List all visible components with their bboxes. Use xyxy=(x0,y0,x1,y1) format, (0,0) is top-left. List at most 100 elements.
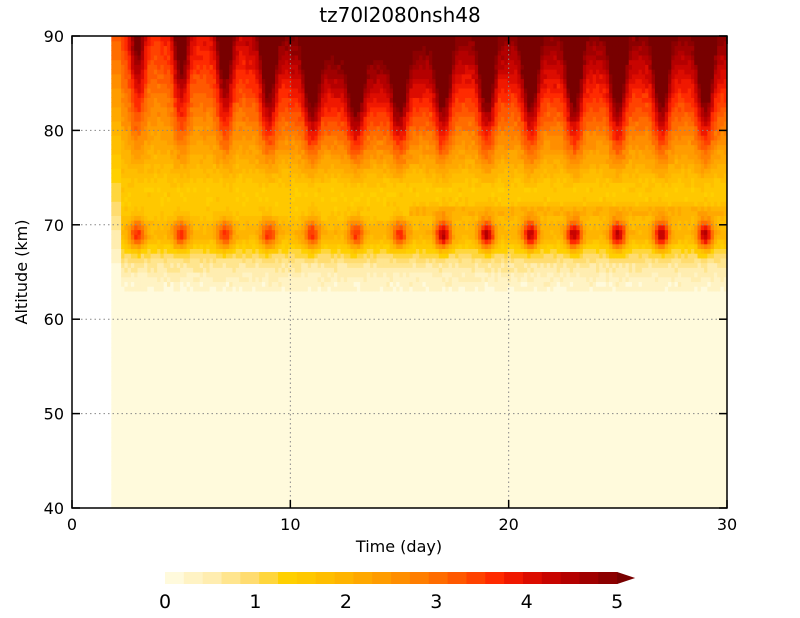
contour-cell xyxy=(183,92,188,98)
contour-cell xyxy=(209,106,214,113)
contour-cell xyxy=(242,503,247,508)
contour-cell xyxy=(147,305,152,311)
contour-cell xyxy=(242,276,247,283)
contour-cell xyxy=(245,196,250,202)
contour-cell xyxy=(189,394,194,401)
contour-cell xyxy=(121,116,126,122)
contour-cell xyxy=(225,257,230,264)
contour-cell xyxy=(163,125,168,131)
contour-cell xyxy=(189,54,194,61)
contour-cell xyxy=(219,59,224,65)
contour-cell xyxy=(235,295,240,301)
contour-cell xyxy=(163,210,168,216)
contour-cell xyxy=(232,319,237,325)
contour-cell xyxy=(163,50,168,56)
contour-cell xyxy=(121,111,126,117)
contour-cell xyxy=(196,418,201,424)
contour-cell xyxy=(219,40,224,47)
contour-cell xyxy=(160,399,165,405)
contour-cell xyxy=(114,257,119,264)
contour-cell xyxy=(127,172,132,179)
contour-cell xyxy=(134,120,139,127)
contour-cell xyxy=(124,196,129,202)
contour-cell xyxy=(121,196,126,202)
contour-cell xyxy=(239,361,243,367)
contour-cell xyxy=(170,139,175,146)
contour-cell xyxy=(232,54,237,61)
contour-cell xyxy=(124,437,129,443)
contour-cell xyxy=(229,36,234,42)
contour-cell xyxy=(229,319,234,325)
contour-cell xyxy=(111,295,116,301)
contour-cell xyxy=(209,257,214,264)
contour-cell xyxy=(196,144,201,150)
contour-cell xyxy=(203,427,207,434)
contour-cell xyxy=(199,92,204,98)
contour-cell xyxy=(144,50,148,56)
contour-cell xyxy=(137,224,142,231)
contour-cell xyxy=(124,59,129,65)
contour-cell xyxy=(157,479,162,485)
contour-cell xyxy=(163,295,168,301)
contour-cell xyxy=(150,470,155,476)
contour-cell xyxy=(193,78,198,84)
contour-cell xyxy=(248,314,253,320)
contour-cell xyxy=(206,323,211,330)
contour-cell xyxy=(252,248,257,254)
contour-cell xyxy=(248,276,253,283)
contour-cell xyxy=(189,281,194,287)
contour-cell xyxy=(206,498,211,504)
contour-cell xyxy=(225,489,230,495)
contour-cell xyxy=(193,413,198,419)
contour-cell xyxy=(130,220,135,226)
contour-cell xyxy=(144,286,148,292)
contour-cell xyxy=(242,309,247,316)
contour-cell xyxy=(170,281,175,287)
contour-cell xyxy=(242,347,247,353)
contour-cell xyxy=(186,177,191,183)
contour-cell xyxy=(157,87,162,94)
contour-cell xyxy=(222,267,227,273)
contour-cell xyxy=(163,238,168,245)
contour-cell xyxy=(216,92,220,98)
contour-cell xyxy=(199,187,204,193)
contour-cell xyxy=(203,40,207,47)
contour-cell xyxy=(229,272,234,278)
contour-cell xyxy=(163,323,168,330)
contour-cell xyxy=(147,187,152,193)
contour-cell xyxy=(130,333,135,339)
contour-cell xyxy=(117,295,122,301)
contour-cell xyxy=(212,257,217,264)
contour-cell xyxy=(242,97,247,103)
contour-cell xyxy=(176,314,181,320)
contour-cell xyxy=(114,300,119,306)
contour-cell xyxy=(222,224,227,231)
contour-cell xyxy=(176,319,181,325)
contour-cell xyxy=(239,139,243,146)
contour-cell xyxy=(216,78,220,84)
contour-cell xyxy=(140,69,145,75)
contour-cell xyxy=(248,267,253,273)
contour-cell xyxy=(199,163,204,169)
contour-cell xyxy=(232,253,237,259)
contour-cell xyxy=(209,45,214,51)
contour-cell xyxy=(117,385,122,391)
contour-cell xyxy=(229,474,234,481)
contour-cell xyxy=(121,319,126,325)
contour-cell xyxy=(222,234,227,240)
contour-cell xyxy=(134,139,139,146)
contour-cell xyxy=(121,413,126,419)
contour-cell xyxy=(111,338,116,344)
contour-cell xyxy=(242,243,247,249)
contour-cell xyxy=(134,479,139,485)
contour-cell xyxy=(189,135,194,141)
contour-cell xyxy=(183,281,188,287)
contour-cell xyxy=(219,460,224,467)
contour-cell xyxy=(186,139,191,146)
contour-cell xyxy=(209,474,214,481)
contour-cell xyxy=(252,427,257,434)
contour-cell xyxy=(137,333,142,339)
contour-cell xyxy=(180,182,184,188)
contour-cell xyxy=(117,286,122,292)
contour-cell xyxy=(239,319,243,325)
